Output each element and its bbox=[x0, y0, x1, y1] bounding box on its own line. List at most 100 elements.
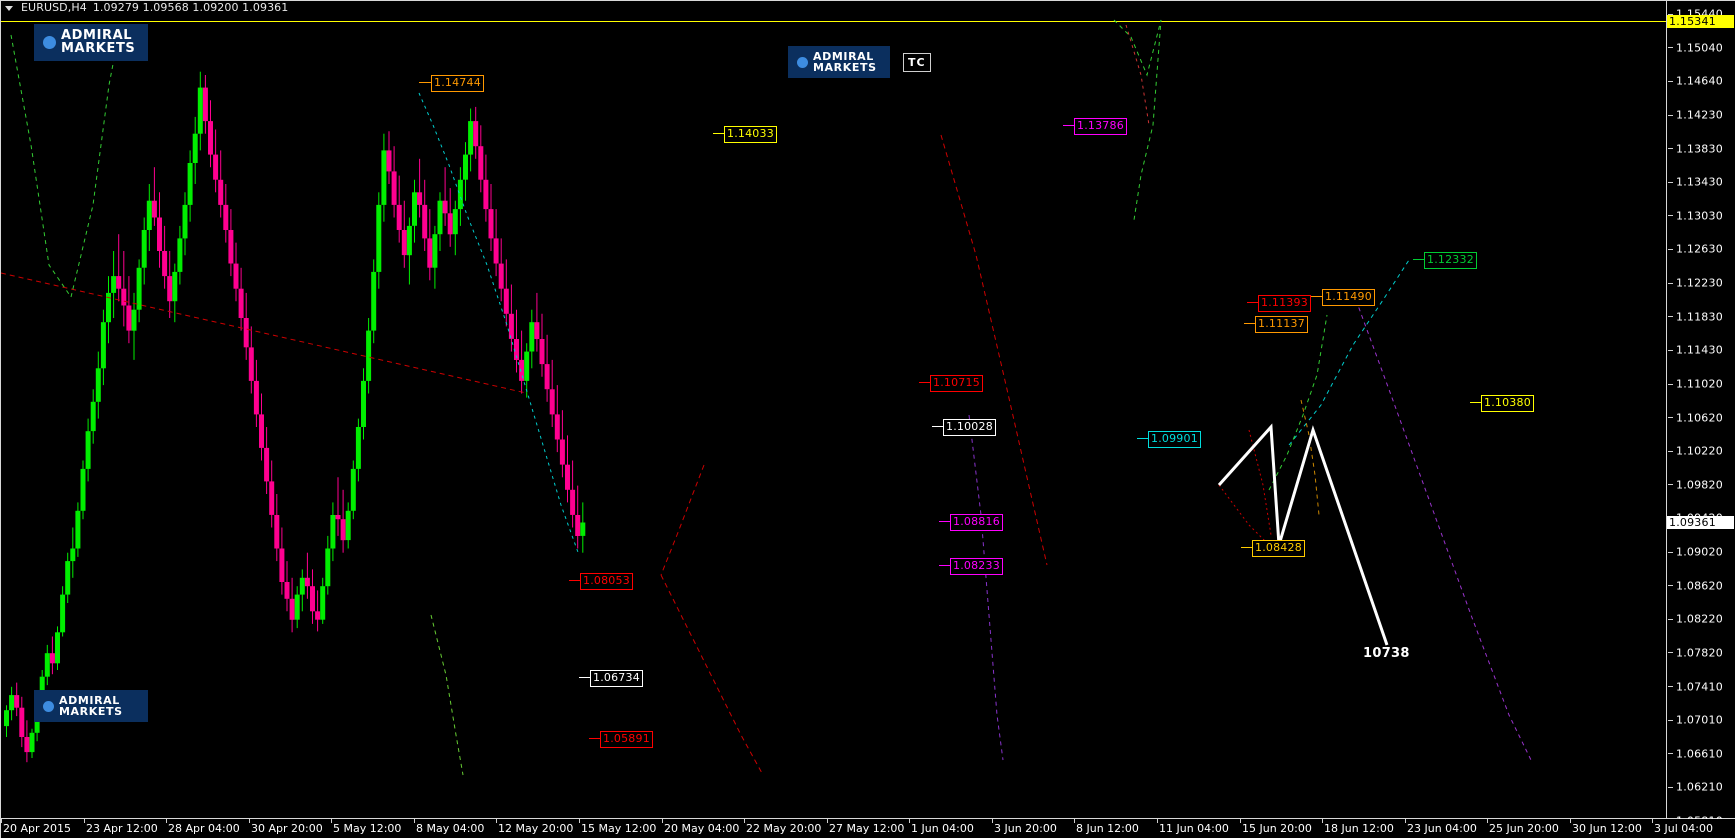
tick-mark bbox=[1668, 652, 1673, 654]
projection-green-topleft bbox=[10, 32, 120, 299]
candle-body bbox=[284, 582, 290, 599]
chart-plot-area[interactable]: ADMIRAL MARKETS ADMIRAL MARKETS TC ADMIR… bbox=[1, 15, 1666, 818]
candle-body bbox=[320, 586, 326, 620]
chart-title-bar: EURUSD,H4 1.09279 1.09568 1.09200 1.0936… bbox=[1, 1, 1666, 15]
price-tick-label: 1.13030 bbox=[1676, 209, 1723, 223]
candle-body bbox=[172, 271, 178, 302]
candle-body bbox=[299, 577, 305, 595]
tick-mark bbox=[1668, 450, 1673, 452]
time-tick-label: 8 Jun 12:00 bbox=[1076, 822, 1139, 835]
chevron-down-icon[interactable] bbox=[5, 5, 13, 11]
candle-body bbox=[406, 225, 412, 256]
projection-red-dotted-peak bbox=[1248, 429, 1272, 536]
price-tick: 1.07410 bbox=[1667, 680, 1734, 693]
candle-body bbox=[330, 515, 336, 549]
price-tick-label: 1.09020 bbox=[1676, 545, 1723, 559]
price-tick: 1.07820 bbox=[1667, 646, 1734, 659]
price-tick-label: 1.07820 bbox=[1676, 646, 1723, 660]
candle-body bbox=[24, 737, 30, 753]
time-scale[interactable]: 20 Apr 2015 23 Apr 12:00 28 Apr 04:00 30 Ap… bbox=[1, 819, 1735, 838]
tick-mark bbox=[662, 819, 663, 823]
time-tick-label: 5 May 12:00 bbox=[333, 822, 402, 835]
candle-body bbox=[100, 322, 106, 369]
candle-body bbox=[514, 339, 519, 360]
tick-mark bbox=[827, 819, 828, 823]
candle-body bbox=[401, 230, 407, 256]
candle-body bbox=[503, 288, 509, 314]
candle-body bbox=[483, 179, 489, 210]
tag-leader-line bbox=[939, 521, 950, 522]
tick-mark bbox=[1668, 248, 1673, 250]
admiral-dot-icon bbox=[797, 56, 808, 68]
candle-body bbox=[539, 339, 545, 365]
candle-body bbox=[488, 209, 494, 239]
chart-drawings-layer bbox=[1, 19, 1532, 776]
tick-mark bbox=[1668, 484, 1673, 486]
candle-body bbox=[70, 548, 76, 562]
tick-mark bbox=[166, 819, 167, 823]
candle-body bbox=[274, 515, 280, 549]
tick-mark bbox=[1405, 819, 1406, 823]
candle-body bbox=[478, 146, 484, 180]
price-tick-label: 1.11830 bbox=[1676, 310, 1723, 324]
candle-body bbox=[131, 309, 137, 331]
time-tick-label: 23 Apr 12:00 bbox=[86, 822, 158, 835]
candle-body bbox=[248, 347, 254, 381]
tag-leader-line bbox=[932, 426, 943, 427]
tick-mark bbox=[1668, 551, 1673, 553]
candle-body bbox=[524, 351, 530, 381]
tag-leader-line bbox=[1244, 323, 1255, 324]
candle-body bbox=[427, 238, 433, 268]
time-tick-label: 25 Jun 20:00 bbox=[1489, 822, 1559, 835]
candle-body bbox=[136, 267, 142, 310]
price-tick: 1.07010 bbox=[1667, 713, 1734, 727]
candle-body bbox=[437, 200, 443, 235]
projection-cyan-descending bbox=[418, 92, 580, 556]
price-tick: 1.11430 bbox=[1667, 343, 1734, 357]
tag-leader-line bbox=[939, 565, 950, 566]
candle-body bbox=[126, 305, 132, 331]
tag-leader-line bbox=[1137, 438, 1148, 439]
time-tick-label: 15 Jun 20:00 bbox=[1242, 822, 1312, 835]
projection-green-ascending bbox=[1268, 314, 1328, 491]
tag-leader-line bbox=[1413, 259, 1424, 260]
tc-badge[interactable]: TC bbox=[903, 53, 931, 72]
candle-body bbox=[544, 364, 550, 390]
tag-leader-line bbox=[919, 382, 930, 383]
candle-body bbox=[570, 489, 576, 515]
price-tick-label: 1.06610 bbox=[1676, 747, 1723, 761]
projection-green-lowerleft bbox=[430, 614, 464, 776]
tick-mark bbox=[1157, 819, 1158, 823]
price-tick-label: 1.09820 bbox=[1676, 478, 1723, 492]
time-tick-label: 3 Jun 20:00 bbox=[994, 822, 1057, 835]
candle-body bbox=[243, 318, 249, 348]
tick-mark bbox=[1074, 819, 1075, 823]
tick-mark bbox=[1668, 686, 1673, 688]
time-tick-label: 18 Jun 12:00 bbox=[1324, 822, 1394, 835]
candle-body bbox=[350, 468, 356, 511]
time-tick-label: 11 Jun 04:00 bbox=[1159, 822, 1229, 835]
candle-body bbox=[315, 611, 321, 620]
candle-body bbox=[151, 200, 157, 218]
admiral-logo-line2: MARKETS bbox=[61, 41, 136, 57]
tick-mark bbox=[909, 819, 910, 823]
tick-mark bbox=[1570, 819, 1571, 823]
tag-value-label: 1.10715 bbox=[930, 375, 983, 392]
price-tick-label: 1.13430 bbox=[1676, 175, 1723, 189]
price-tick-label: 1.14640 bbox=[1676, 74, 1723, 88]
tick-mark bbox=[992, 819, 993, 823]
candle-body bbox=[116, 276, 122, 289]
window-frame-top bbox=[0, 0, 1735, 1]
projection-purple-mid bbox=[968, 414, 1004, 761]
tag-value-label: 1.11490 bbox=[1322, 289, 1375, 306]
forecast-white-zigzag bbox=[1217, 423, 1389, 646]
price-scale[interactable]: 1.15440 1.15040 1.14640 1.14230 1.13830 1.134… bbox=[1667, 1, 1734, 828]
candle-body bbox=[146, 200, 152, 230]
candle-body bbox=[340, 519, 346, 541]
candle-body bbox=[361, 380, 366, 427]
price-tick: 1.10620 bbox=[1667, 411, 1734, 424]
projection-red-descending-mid bbox=[940, 134, 1048, 566]
price-tick: 1.09820 bbox=[1667, 478, 1734, 491]
candle-body bbox=[580, 522, 586, 536]
tag-leader-line bbox=[569, 580, 580, 581]
